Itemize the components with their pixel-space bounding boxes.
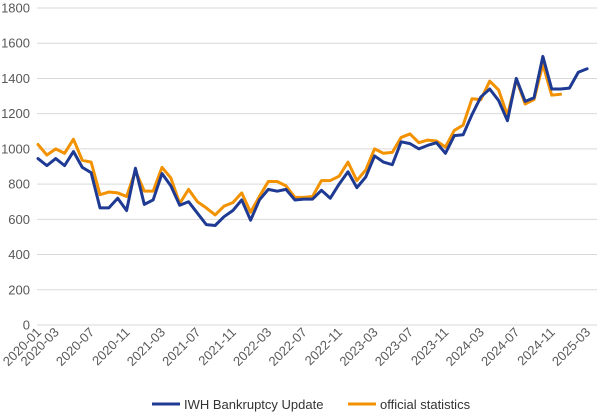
y-tick-label: 0 — [23, 318, 30, 333]
x-tick-label: 2023-07 — [372, 325, 416, 369]
x-tick-label: 2024-03 — [443, 325, 487, 369]
x-tick-label: 2022-03 — [230, 325, 274, 369]
y-tick-label: 1600 — [1, 36, 30, 51]
y-tick-label: 200 — [8, 282, 30, 297]
x-axis: 2020-012020-032020-072020-112021-032021-… — [0, 325, 593, 369]
series-lines — [36, 54, 589, 227]
legend-label-iwh: IWH Bankruptcy Update — [184, 397, 323, 412]
x-tick-label: 2021-07 — [159, 325, 203, 369]
legend: IWH Bankruptcy Update official statistic… — [152, 397, 471, 412]
y-tick-label: 800 — [8, 177, 30, 192]
y-tick-label: 1200 — [1, 106, 30, 121]
x-tick-label: 2020-07 — [53, 325, 97, 369]
x-tick-label: 2025-03 — [549, 325, 593, 369]
series-line-iwh — [36, 54, 589, 227]
x-tick-label: 2022-07 — [265, 325, 309, 369]
series-line-official — [36, 62, 563, 217]
x-tick-label: 2021-03 — [124, 325, 168, 369]
y-tick-label: 1000 — [1, 141, 30, 156]
gridlines — [37, 7, 597, 326]
x-tick-label: 2023-03 — [336, 325, 380, 369]
y-tick-label: 400 — [8, 247, 30, 262]
y-axis: 0 200 400 600 800 1000 1200 1400 1600 1800 — [1, 1, 30, 333]
y-tick-label: 1800 — [1, 1, 30, 16]
legend-label-official: official statistics — [380, 397, 471, 412]
y-tick-label: 1400 — [1, 71, 30, 86]
x-tick-label: 2024-07 — [478, 325, 522, 369]
y-tick-label: 600 — [8, 212, 30, 227]
